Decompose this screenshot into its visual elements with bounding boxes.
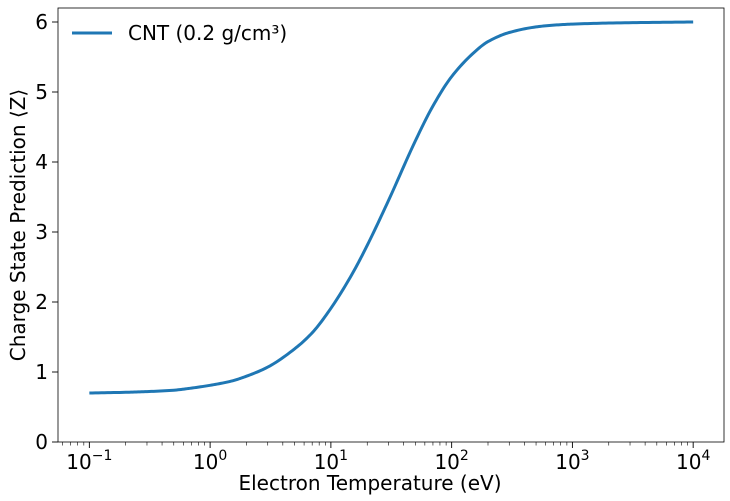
x-tick-label: 10−1 [66,448,112,474]
x-tick-label: 101 [314,448,348,474]
x-axis-minor-ticks [62,442,688,446]
y-axis-ticks: 0 1 2 3 4 5 6 [35,10,58,454]
y-tick-label: 3 [35,220,48,244]
plot-area [57,7,725,443]
x-tick-label: 102 [434,448,468,474]
y-tick-label: 6 [35,10,48,34]
y-tick-label: 1 [35,360,48,384]
legend: CNT (0.2 g/cm³) [72,21,287,45]
x-tick-label: 104 [676,448,710,474]
y-axis-title: Charge State Prediction ⟨Z⟩ [6,89,30,361]
x-axis-ticks: 10−1 100 101 102 103 104 [66,442,710,474]
y-tick-label: 5 [35,80,48,104]
x-tick-label: 100 [193,448,227,474]
legend-label: CNT (0.2 g/cm³) [128,21,287,45]
x-axis-title: Electron Temperature (eV) [238,471,501,495]
y-tick-label: 4 [35,150,48,174]
series-line-cnt [89,20,694,395]
y-tick-label: 2 [35,290,48,314]
y-tick-label: 0 [35,430,48,454]
x-tick-label: 103 [555,448,589,474]
